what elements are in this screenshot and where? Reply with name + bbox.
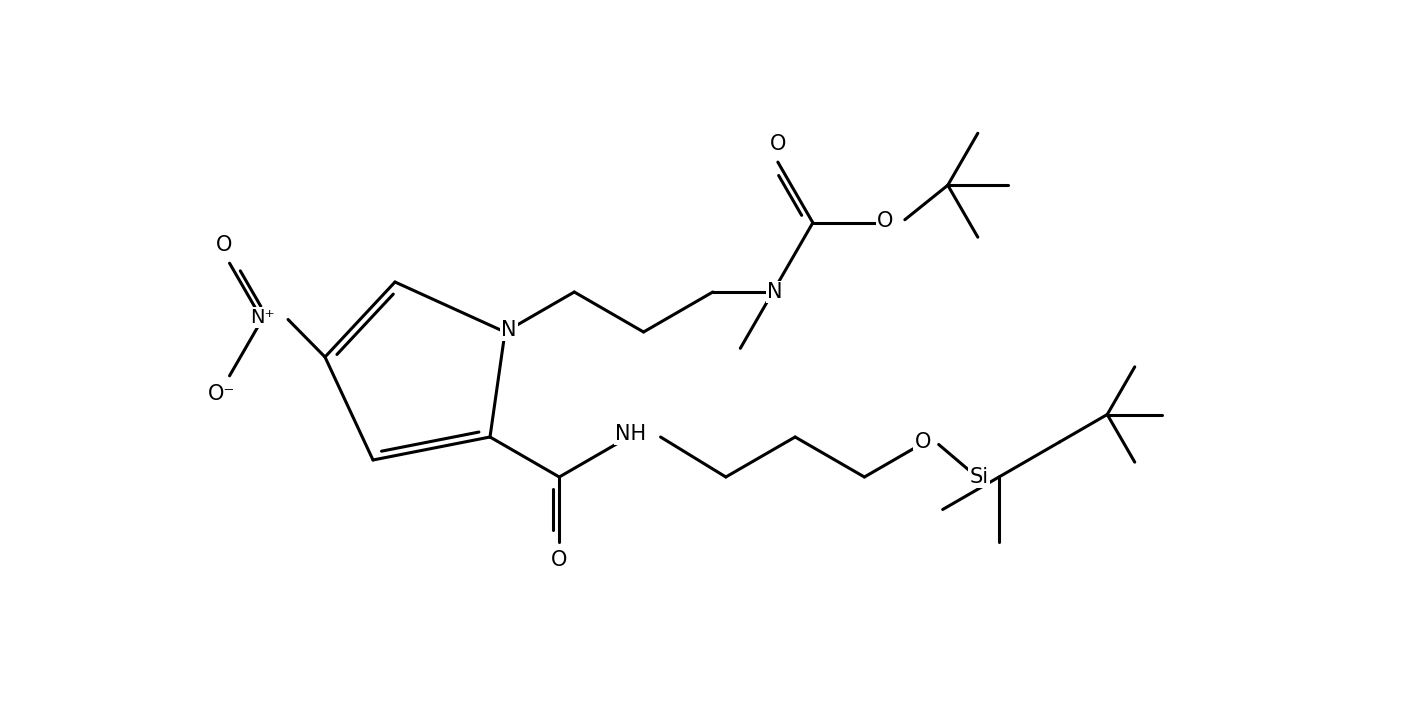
Text: O: O: [551, 550, 567, 570]
Text: O: O: [877, 211, 894, 231]
Text: O⁻: O⁻: [208, 384, 235, 404]
Text: N: N: [501, 320, 516, 340]
Text: Si: Si: [970, 467, 988, 487]
Text: O: O: [769, 134, 786, 154]
Text: O: O: [216, 235, 233, 255]
Text: O: O: [915, 431, 930, 451]
Text: N⁺: N⁺: [250, 308, 274, 327]
Text: NH: NH: [615, 424, 646, 444]
Text: N: N: [768, 282, 782, 302]
